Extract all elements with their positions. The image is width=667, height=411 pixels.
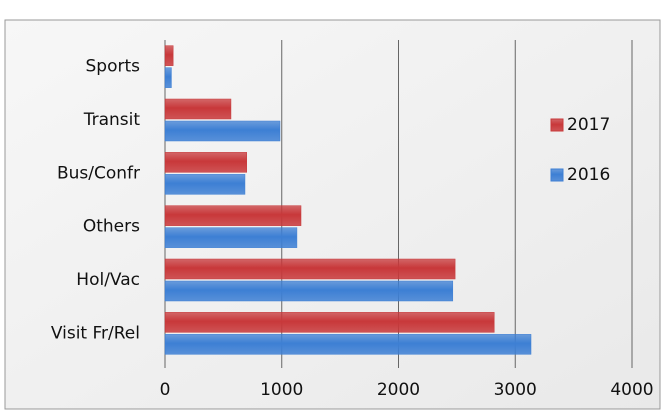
x-tick-label: 1000	[260, 380, 303, 400]
bar	[164, 280, 454, 302]
y-tick-label: Hol/Vac	[76, 270, 140, 290]
bar	[164, 98, 232, 120]
bar	[164, 67, 172, 88]
bar	[164, 205, 302, 226]
bar	[164, 227, 298, 248]
bar	[164, 174, 246, 195]
y-tick-label: Sports	[86, 57, 141, 77]
bar	[164, 152, 247, 173]
y-tick-label: Visit Fr/Rel	[51, 323, 140, 343]
y-tick-label: Bus/Confr	[57, 163, 140, 183]
y-tick-label: Others	[83, 217, 140, 237]
legend-label: 2017	[567, 115, 610, 135]
legend-swatch	[550, 168, 564, 182]
x-tick-label: 2000	[377, 380, 420, 400]
bar	[164, 312, 495, 333]
bar	[164, 334, 532, 355]
x-tick-label: 4000	[610, 380, 653, 400]
x-tick-label: 3000	[494, 380, 537, 400]
bar	[164, 258, 456, 280]
y-tick-label: Transit	[83, 110, 141, 130]
x-tick-label: 0	[160, 380, 171, 400]
legend-swatch	[550, 118, 564, 132]
legend-label: 2016	[567, 165, 610, 185]
bar	[164, 120, 281, 142]
bar	[164, 45, 174, 66]
